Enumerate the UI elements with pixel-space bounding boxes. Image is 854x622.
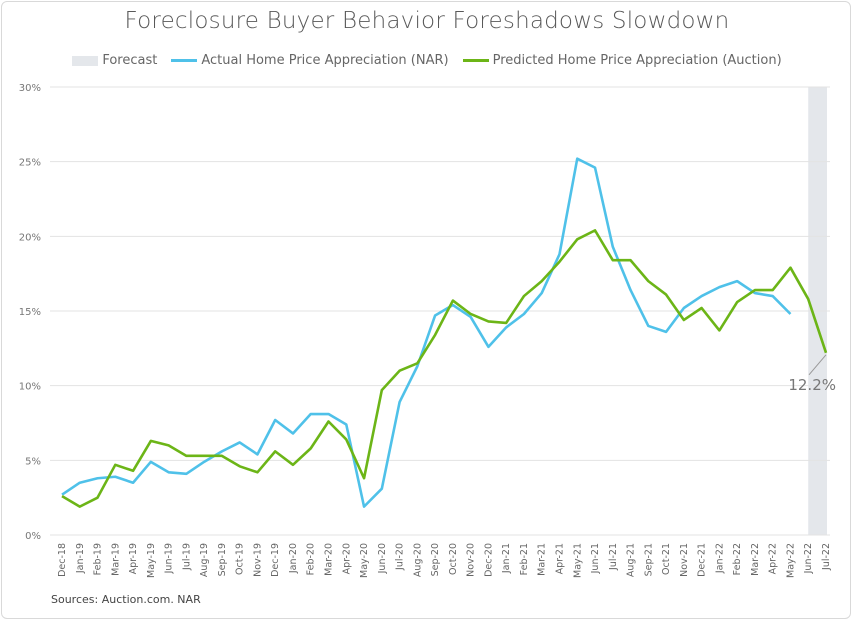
annotation-leader bbox=[808, 354, 827, 376]
forecast-swatch bbox=[72, 55, 99, 66]
x-tick-label: Aug-20 bbox=[412, 543, 423, 577]
x-tick-label: Jan-21 bbox=[501, 543, 512, 574]
y-tick-label: 25% bbox=[19, 158, 41, 169]
x-tick-label: Oct-19 bbox=[235, 543, 246, 575]
x-tick-label: Oct-21 bbox=[661, 543, 672, 575]
legend-item-actual: Actual Home Price Appreciation (NAR) bbox=[171, 53, 449, 68]
x-tick-label: Feb-22 bbox=[732, 543, 743, 575]
x-tick-label: Aug-21 bbox=[626, 543, 637, 577]
legend-item-forecast: Forecast bbox=[72, 53, 157, 68]
x-tick-label: Mar-19 bbox=[110, 543, 121, 576]
x-tick-label: Jan-22 bbox=[714, 543, 725, 574]
x-tick-label: Jun-19 bbox=[164, 543, 175, 574]
x-tick-label: Apr-19 bbox=[128, 543, 139, 574]
legend: Forecast Actual Home Price Appreciation … bbox=[0, 53, 854, 68]
x-tick-label: Jun-20 bbox=[377, 543, 388, 574]
x-tick-label: Sep-19 bbox=[217, 543, 228, 576]
x-tick-label: Nov-21 bbox=[679, 543, 690, 577]
x-tick-label: Jun-22 bbox=[803, 543, 814, 574]
actual-swatch bbox=[171, 59, 198, 62]
x-tick-label: Apr-21 bbox=[554, 543, 565, 574]
x-tick-label: Jan-19 bbox=[75, 543, 86, 574]
x-tick-label: Sep-21 bbox=[643, 543, 654, 576]
y-tick-label: 10% bbox=[19, 382, 41, 393]
x-tick-label: Mar-21 bbox=[537, 543, 548, 576]
x-tick-label: Feb-19 bbox=[93, 543, 104, 575]
y-tick-label: 5% bbox=[25, 456, 41, 467]
x-tick-label: Mar-22 bbox=[750, 543, 761, 576]
legend-item-predicted: Predicted Home Price Appreciation (Aucti… bbox=[462, 53, 782, 68]
y-tick-label: 30% bbox=[19, 83, 41, 94]
predicted-swatch bbox=[462, 59, 489, 62]
x-tick-label: Jun-21 bbox=[590, 543, 601, 574]
x-tick-label: Nov-19 bbox=[252, 543, 263, 577]
actual-series-line bbox=[61, 157, 792, 508]
x-tick-label: Sep-20 bbox=[430, 543, 441, 576]
x-tick-label: Feb-20 bbox=[306, 543, 317, 575]
x-tick-label: Dec-18 bbox=[57, 543, 68, 577]
x-tick-label: Aug-19 bbox=[199, 543, 210, 577]
x-tick-label: Mar-20 bbox=[324, 543, 335, 576]
x-tick-label: May-21 bbox=[572, 543, 583, 578]
y-tick-label: 20% bbox=[19, 232, 41, 243]
x-tick-label: Jan-20 bbox=[288, 543, 299, 574]
x-tick-label: Jul-21 bbox=[608, 543, 619, 571]
y-tick-label: 0% bbox=[25, 531, 41, 542]
x-tick-label: May-20 bbox=[359, 543, 370, 578]
legend-label: Actual Home Price Appreciation (NAR) bbox=[201, 53, 449, 68]
x-tick-label: Jul-19 bbox=[181, 543, 192, 571]
x-tick-label: May-19 bbox=[146, 543, 157, 578]
x-tick-label: Apr-20 bbox=[341, 543, 352, 574]
legend-label: Forecast bbox=[102, 53, 158, 68]
x-tick-label: Oct-20 bbox=[448, 543, 459, 575]
x-tick-label: Dec-20 bbox=[483, 543, 494, 577]
x-tick-label: Feb-21 bbox=[519, 543, 530, 575]
annotation-label: 12.2% bbox=[788, 376, 836, 394]
x-tick-label: Dec-19 bbox=[270, 543, 281, 577]
x-tick-label: Apr-22 bbox=[768, 543, 779, 574]
y-tick-label: 15% bbox=[19, 307, 41, 318]
x-tick-label: May-22 bbox=[785, 543, 796, 578]
legend-label: Predicted Home Price Appreciation (Aucti… bbox=[492, 53, 782, 68]
x-tick-label: Jul-22 bbox=[821, 543, 832, 571]
sources-note: Sources: Auction.com. NAR bbox=[51, 593, 201, 606]
x-tick-label: Dec-21 bbox=[697, 543, 708, 577]
x-tick-label: Jul-20 bbox=[395, 543, 406, 571]
chart-title: Foreclosure Buyer Behavior Foreshadows S… bbox=[124, 8, 730, 34]
x-tick-label: Nov-20 bbox=[466, 543, 477, 577]
predicted-series-line bbox=[61, 229, 828, 508]
